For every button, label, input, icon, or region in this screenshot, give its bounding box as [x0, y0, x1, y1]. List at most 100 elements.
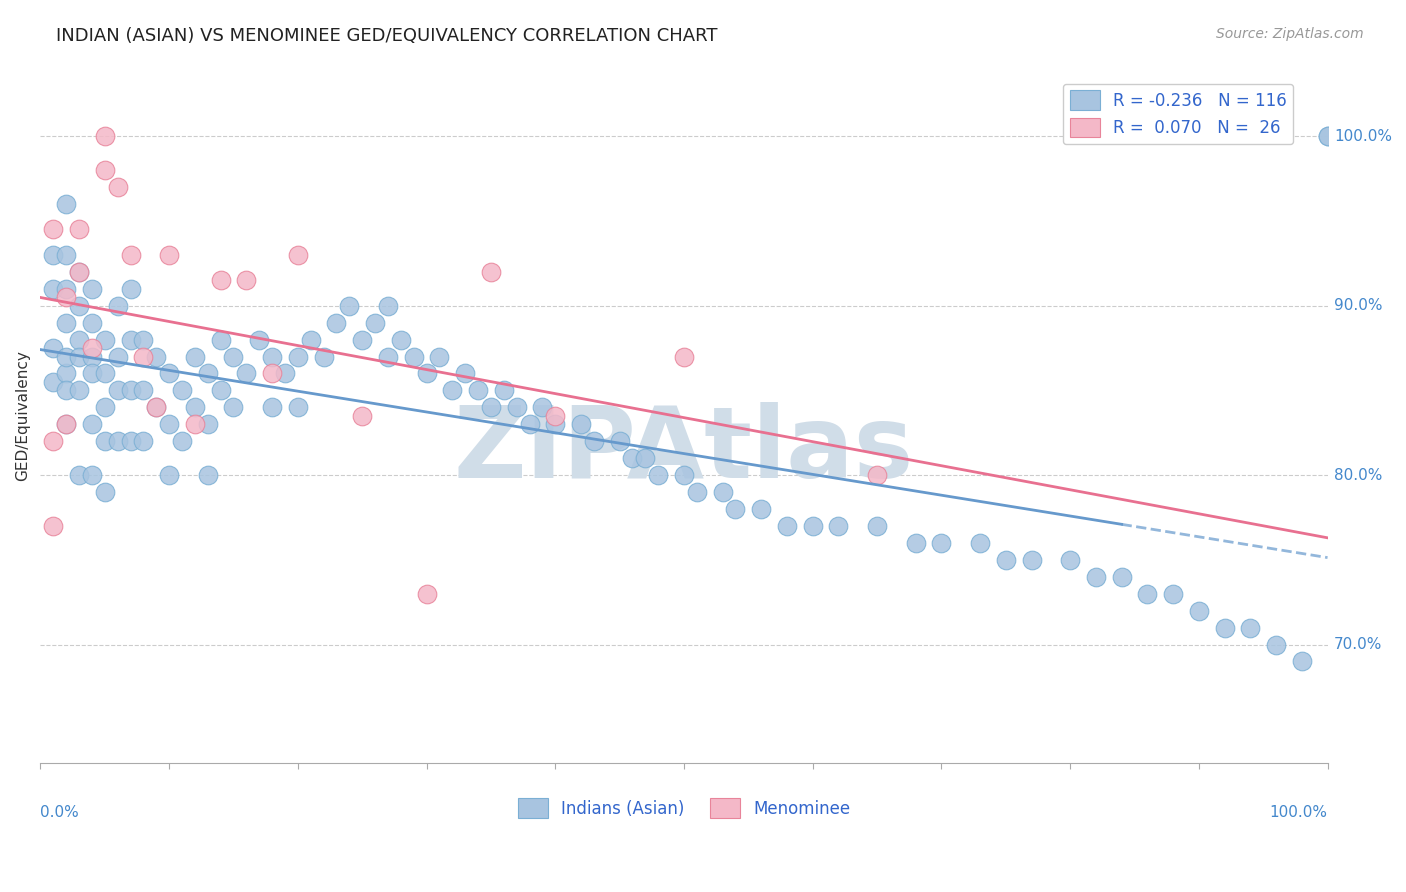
Point — [1265, 638, 1288, 652]
Point — [969, 536, 991, 550]
Point — [672, 468, 695, 483]
Point — [429, 350, 451, 364]
Point — [1316, 129, 1339, 144]
Point — [80, 282, 103, 296]
Point — [94, 163, 117, 178]
Point — [749, 502, 772, 516]
Point — [42, 434, 65, 449]
Point — [67, 222, 90, 236]
Point — [132, 350, 155, 364]
Point — [827, 519, 849, 533]
Point — [364, 316, 387, 330]
Point — [55, 417, 77, 432]
Point — [724, 502, 747, 516]
Point — [80, 468, 103, 483]
Point — [170, 384, 193, 398]
Text: 80.0%: 80.0% — [1334, 467, 1382, 483]
Point — [107, 180, 129, 194]
Point — [352, 333, 374, 347]
Point — [274, 367, 297, 381]
Point — [120, 333, 142, 347]
Point — [67, 265, 90, 279]
Text: 70.0%: 70.0% — [1334, 637, 1382, 652]
Point — [209, 384, 232, 398]
Point — [80, 367, 103, 381]
Point — [94, 129, 117, 144]
Point — [184, 401, 207, 415]
Point — [1188, 604, 1211, 618]
Point — [994, 553, 1017, 567]
Point — [287, 248, 309, 262]
Text: 90.0%: 90.0% — [1334, 298, 1382, 313]
Point — [120, 434, 142, 449]
Point — [377, 350, 399, 364]
Point — [325, 316, 347, 330]
Point — [801, 519, 824, 533]
Point — [42, 375, 65, 389]
Point — [582, 434, 605, 449]
Point — [80, 341, 103, 355]
Point — [55, 350, 77, 364]
Legend: Indians (Asian), Menominee: Indians (Asian), Menominee — [512, 792, 856, 824]
Point — [67, 384, 90, 398]
Point — [42, 222, 65, 236]
Point — [505, 401, 527, 415]
Point — [67, 468, 90, 483]
Point — [492, 384, 515, 398]
Point — [170, 434, 193, 449]
Point — [1213, 621, 1236, 635]
Point — [55, 290, 77, 304]
Point — [672, 350, 695, 364]
Point — [402, 350, 425, 364]
Point — [1059, 553, 1081, 567]
Point — [609, 434, 631, 449]
Point — [209, 333, 232, 347]
Point — [235, 367, 257, 381]
Point — [235, 273, 257, 287]
Point — [686, 485, 709, 500]
Text: 0.0%: 0.0% — [41, 805, 79, 820]
Point — [441, 384, 464, 398]
Point — [1084, 570, 1107, 584]
Point — [866, 468, 889, 483]
Point — [866, 519, 889, 533]
Point — [299, 333, 322, 347]
Point — [120, 248, 142, 262]
Point — [1161, 587, 1184, 601]
Point — [67, 350, 90, 364]
Point — [67, 265, 90, 279]
Point — [776, 519, 799, 533]
Point — [55, 316, 77, 330]
Point — [55, 384, 77, 398]
Point — [197, 417, 219, 432]
Point — [711, 485, 734, 500]
Point — [222, 350, 245, 364]
Point — [931, 536, 953, 550]
Point — [42, 248, 65, 262]
Point — [80, 417, 103, 432]
Point — [544, 417, 567, 432]
Point — [262, 367, 284, 381]
Point — [904, 536, 927, 550]
Point — [55, 248, 77, 262]
Point — [1291, 655, 1313, 669]
Point — [389, 333, 412, 347]
Point — [120, 282, 142, 296]
Point — [107, 299, 129, 313]
Point — [197, 367, 219, 381]
Point — [415, 587, 437, 601]
Point — [222, 401, 245, 415]
Point — [145, 401, 167, 415]
Point — [312, 350, 335, 364]
Point — [132, 333, 155, 347]
Point — [55, 417, 77, 432]
Point — [42, 519, 65, 533]
Point — [184, 350, 207, 364]
Point — [132, 384, 155, 398]
Point — [1136, 587, 1159, 601]
Point — [184, 417, 207, 432]
Point — [55, 197, 77, 211]
Point — [94, 485, 117, 500]
Point — [67, 333, 90, 347]
Text: ZIPAtlas: ZIPAtlas — [454, 402, 914, 499]
